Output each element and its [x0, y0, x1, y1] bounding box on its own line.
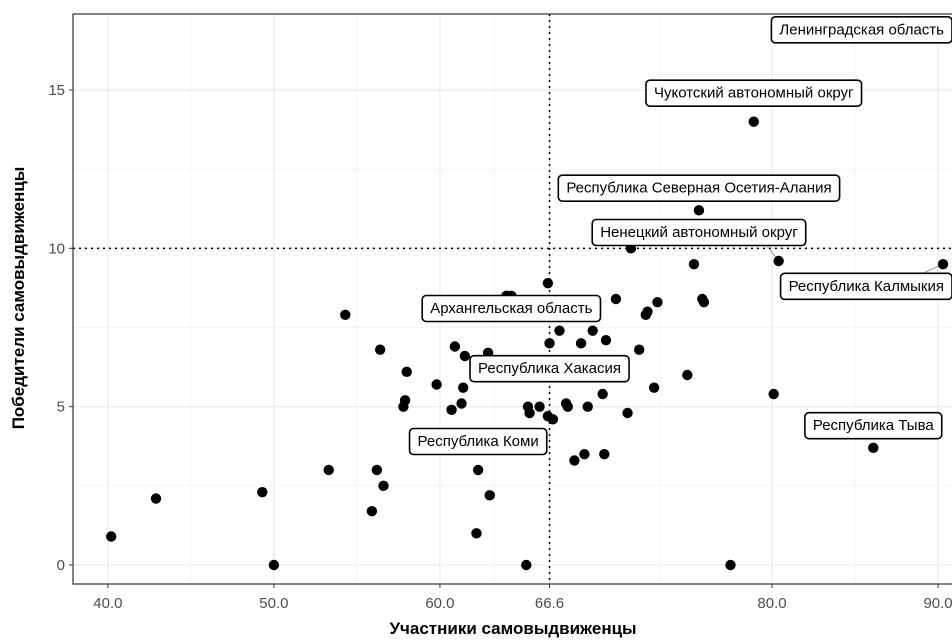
x-tick-label: 90.0 [923, 595, 952, 612]
annotation-text: Республика Хакасия [478, 360, 621, 377]
data-point [773, 255, 784, 267]
x-tick-label: 50.0 [259, 595, 288, 612]
data-point [401, 366, 412, 378]
data-point [642, 306, 653, 317]
annotation-text: Ненецкий автономный округ [600, 224, 798, 241]
plot-border [72, 13, 952, 585]
data-point [374, 344, 386, 355]
annotation-text: Республика Калмыкия [789, 278, 944, 295]
data-point [544, 338, 555, 349]
data-point [768, 388, 779, 400]
data-point [688, 258, 700, 270]
data-point [698, 296, 710, 308]
annotation-label: Республика Хакасия [469, 354, 630, 383]
annotation-box [469, 354, 630, 383]
annotation-label: Республика Калмыкия [779, 272, 952, 301]
annotations: Ленинградская область Чукотский автономны… [408, 16, 952, 456]
data-point [472, 464, 484, 476]
data-point [648, 382, 660, 393]
data-point [693, 205, 705, 216]
data-point [257, 486, 268, 498]
annotation-text: Чукотский автономный округ [654, 85, 854, 102]
annotation-text: Республика Коми [418, 433, 539, 450]
annotation-label: Чукотский автономный округ [645, 79, 863, 107]
x-tick-label: 80.0 [757, 595, 786, 612]
data-point [937, 258, 949, 270]
data-point [524, 407, 535, 419]
data-point [431, 379, 442, 390]
data-point [323, 464, 334, 476]
data-point [534, 401, 545, 412]
annotation-box [645, 79, 863, 107]
x-axis-title: Участники самовыдвиженцы [389, 619, 636, 638]
data-points [105, 116, 949, 571]
x-axis: 40.0 50.0 60.0 66.6 80.0 90.0 [93, 584, 952, 612]
data-point [150, 493, 162, 504]
annotation-label: Ленинградская область [770, 16, 952, 44]
data-point [600, 334, 612, 346]
annotation-label: Ненецкий автономный округ [591, 218, 807, 247]
data-point [366, 505, 378, 517]
data-point [633, 344, 645, 355]
data-point [378, 480, 389, 492]
annotation-label: Республика Коми [408, 427, 548, 456]
data-point [340, 309, 351, 321]
data-point [268, 559, 280, 571]
annotation-box [770, 16, 952, 44]
x-tick-label: 40.0 [93, 595, 122, 612]
data-point [554, 325, 565, 336]
reference-lines [73, 14, 952, 584]
data-point [725, 559, 736, 571]
annotation-box [804, 411, 943, 440]
y-tick-label: 5 [57, 399, 65, 416]
data-point [457, 382, 469, 393]
data-point [456, 398, 467, 409]
annotation-box [408, 427, 548, 456]
annotation-box [421, 294, 602, 323]
data-point [868, 442, 879, 454]
y-axis: 0 5 10 15 [48, 82, 73, 574]
data-point [652, 296, 663, 308]
y-axis-title: Победители самовыдвиженцы [9, 167, 28, 430]
data-point [622, 407, 633, 419]
data-point [748, 116, 759, 127]
data-point [587, 325, 598, 336]
data-point [562, 401, 573, 412]
data-point [599, 448, 610, 460]
y-tick-label: 0 [57, 557, 65, 574]
data-point [371, 464, 383, 476]
data-point [446, 404, 457, 416]
annotation-label: Республика Северная Осетия-Алания [557, 174, 841, 202]
annotation-box [779, 272, 952, 301]
annotation-text: Архангельская область [430, 300, 592, 317]
annotation-text: Республика Тыва [813, 417, 935, 434]
data-point [582, 401, 593, 412]
data-point [521, 559, 532, 571]
data-point [579, 448, 590, 460]
data-point [610, 293, 622, 305]
data-point [547, 414, 559, 425]
annotation-text: Ленинградская область [779, 21, 944, 38]
data-point [569, 455, 580, 466]
annotation-text: Республика Северная Осетия-Алания [566, 180, 831, 197]
x-tick-label: 60.0 [425, 595, 454, 612]
annotation-label: Архангельская область [421, 294, 602, 323]
x-tick-label: 66.6 [535, 595, 564, 612]
annotation-label: Республика Тыва [804, 411, 943, 440]
data-point [575, 338, 587, 349]
y-tick-label: 10 [48, 240, 65, 257]
data-point [484, 490, 495, 501]
data-point [105, 531, 117, 542]
data-point [471, 528, 482, 539]
annotation-box [591, 218, 807, 247]
data-point [597, 388, 608, 400]
data-point [449, 341, 461, 352]
data-point [682, 369, 693, 381]
y-tick-label: 15 [48, 82, 65, 99]
data-point [399, 395, 411, 406]
annotation-box [557, 174, 841, 202]
data-point [459, 350, 471, 362]
data-point [542, 277, 554, 289]
